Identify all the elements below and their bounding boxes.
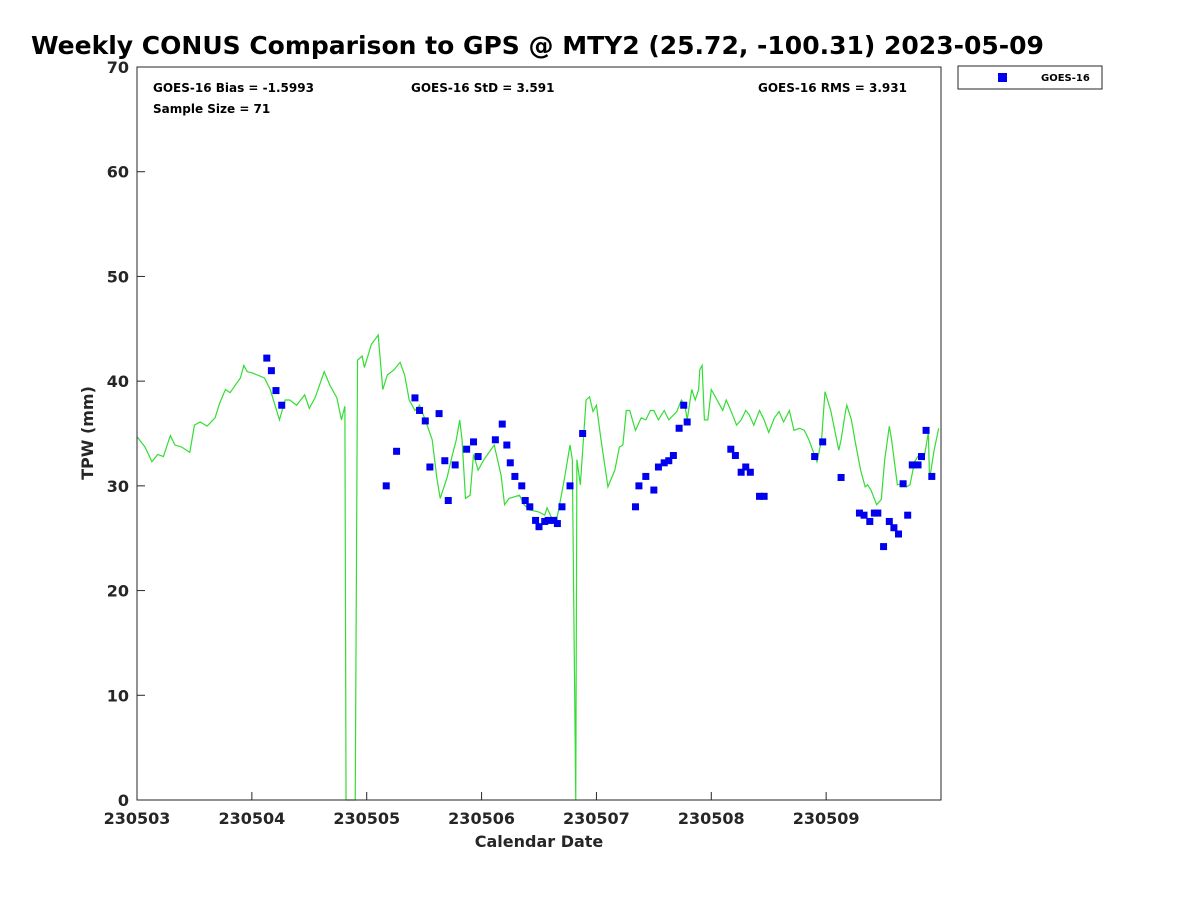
y-tick-label: 30 [107,477,129,496]
y-tick-label: 70 [107,58,129,77]
goes16-point-30 [553,520,561,528]
goes16-point-50 [756,492,764,500]
goes16-point-59 [874,509,882,517]
legend-label-goes16: GOES-16 [1041,73,1090,84]
goes16-point-64 [899,480,907,488]
goes16-point-55 [855,509,863,517]
goes16-point-21 [511,472,519,480]
goes16-point-52 [811,453,819,461]
legend-box [957,65,1103,90]
goes16-point-53 [819,438,827,446]
goes16-point-24 [526,503,534,511]
x-axis-label: Calendar Date [475,832,604,851]
y-tick-label: 0 [118,791,129,810]
x-tick-label: 230504 [218,809,285,828]
goes16-point-23 [521,497,529,505]
goes16-point-39 [660,459,668,467]
goes16-point-7 [416,406,424,414]
goes16-point-15 [470,438,478,446]
sample-size-annotation: Sample Size = 71 [153,102,270,116]
x-tick-label: 230509 [793,809,860,828]
goes16-point-14 [463,445,471,453]
y-tick-label: 50 [107,267,129,286]
legend-marker-goes16 [998,73,1007,82]
y-tick-label: 40 [107,372,129,391]
goes16-point-63 [895,530,903,538]
goes16-point-31 [558,503,566,511]
goes16-point-16 [474,453,482,461]
goes16-point-56 [860,511,868,519]
goes16-point-43 [680,401,688,409]
goes16-point-13 [451,461,459,469]
x-tick-label: 230508 [678,809,745,828]
goes16-point-36 [642,472,650,480]
bias-annotation: GOES-16 Bias = -1.5993 [153,81,314,95]
goes16-point-8 [421,417,429,425]
goes16-point-22 [518,482,526,490]
goes16-point-41 [669,451,677,459]
goes16-point-37 [650,486,658,494]
goes16-point-32 [566,482,574,490]
goes16-point-34 [631,503,639,511]
y-tick-label: 20 [107,582,129,601]
goes16-point-44 [683,418,691,426]
goes16-point-57 [866,517,874,525]
goes16-point-61 [885,517,893,525]
goes16-point-54 [837,473,845,481]
goes16-point-17 [491,436,499,444]
x-tick-label: 230505 [333,809,400,828]
goes16-point-1 [267,367,275,375]
goes16-point-67 [914,461,922,469]
gps-series-line [136,333,940,801]
legend: GOES-16 [957,65,1103,90]
goes16-point-47 [737,468,745,476]
goes16-point-10 [435,410,443,418]
goes16-point-33 [579,430,587,437]
goes16-point-45 [727,445,735,453]
chart-title: Weekly CONUS Comparison to GPS @ MTY2 (2… [31,31,1044,60]
goes16-point-5 [393,447,401,455]
goes16-point-40 [665,457,673,465]
goes16-point-11 [441,457,449,465]
goes16-point-3 [278,401,286,409]
x-tick-label: 230503 [104,809,171,828]
goes16-point-26 [535,523,543,531]
rms-annotation: GOES-16 RMS = 3.931 [758,81,907,95]
goes16-point-20 [506,459,514,467]
goes16-point-0 [263,354,271,362]
plot-area-frame [136,66,942,801]
x-tick-label: 230506 [448,809,515,828]
goes16-point-12 [444,497,452,505]
goes16-point-25 [532,516,540,524]
goes16-point-65 [904,511,912,519]
y-tick-label: 60 [107,163,129,182]
y-axis-label: TPW (mm) [78,386,97,480]
goes16-point-68 [917,453,925,461]
goes16-point-46 [731,451,739,459]
goes16-point-18 [498,420,506,428]
std-annotation: GOES-16 StD = 3.591 [411,81,554,95]
goes16-point-42 [675,424,683,432]
goes16-point-35 [635,482,643,490]
goes16-point-66 [908,461,916,469]
goes16-point-2 [272,387,280,395]
goes16-point-49 [746,468,754,476]
goes16-point-38 [654,463,662,471]
goes16-point-9 [426,463,434,471]
goes16-point-48 [742,463,750,471]
goes16-point-4 [382,482,390,490]
goes16-point-60 [880,543,888,551]
y-tick-label: 10 [107,686,129,705]
goes16-point-70 [928,472,936,480]
goes16-point-28 [544,516,552,524]
goes16-point-69 [922,426,930,434]
x-tick-label: 230507 [563,809,630,828]
goes16-point-62 [890,524,898,532]
goes16-point-51 [760,492,768,500]
goes16-point-6 [411,394,419,402]
goes16-point-19 [503,441,511,449]
